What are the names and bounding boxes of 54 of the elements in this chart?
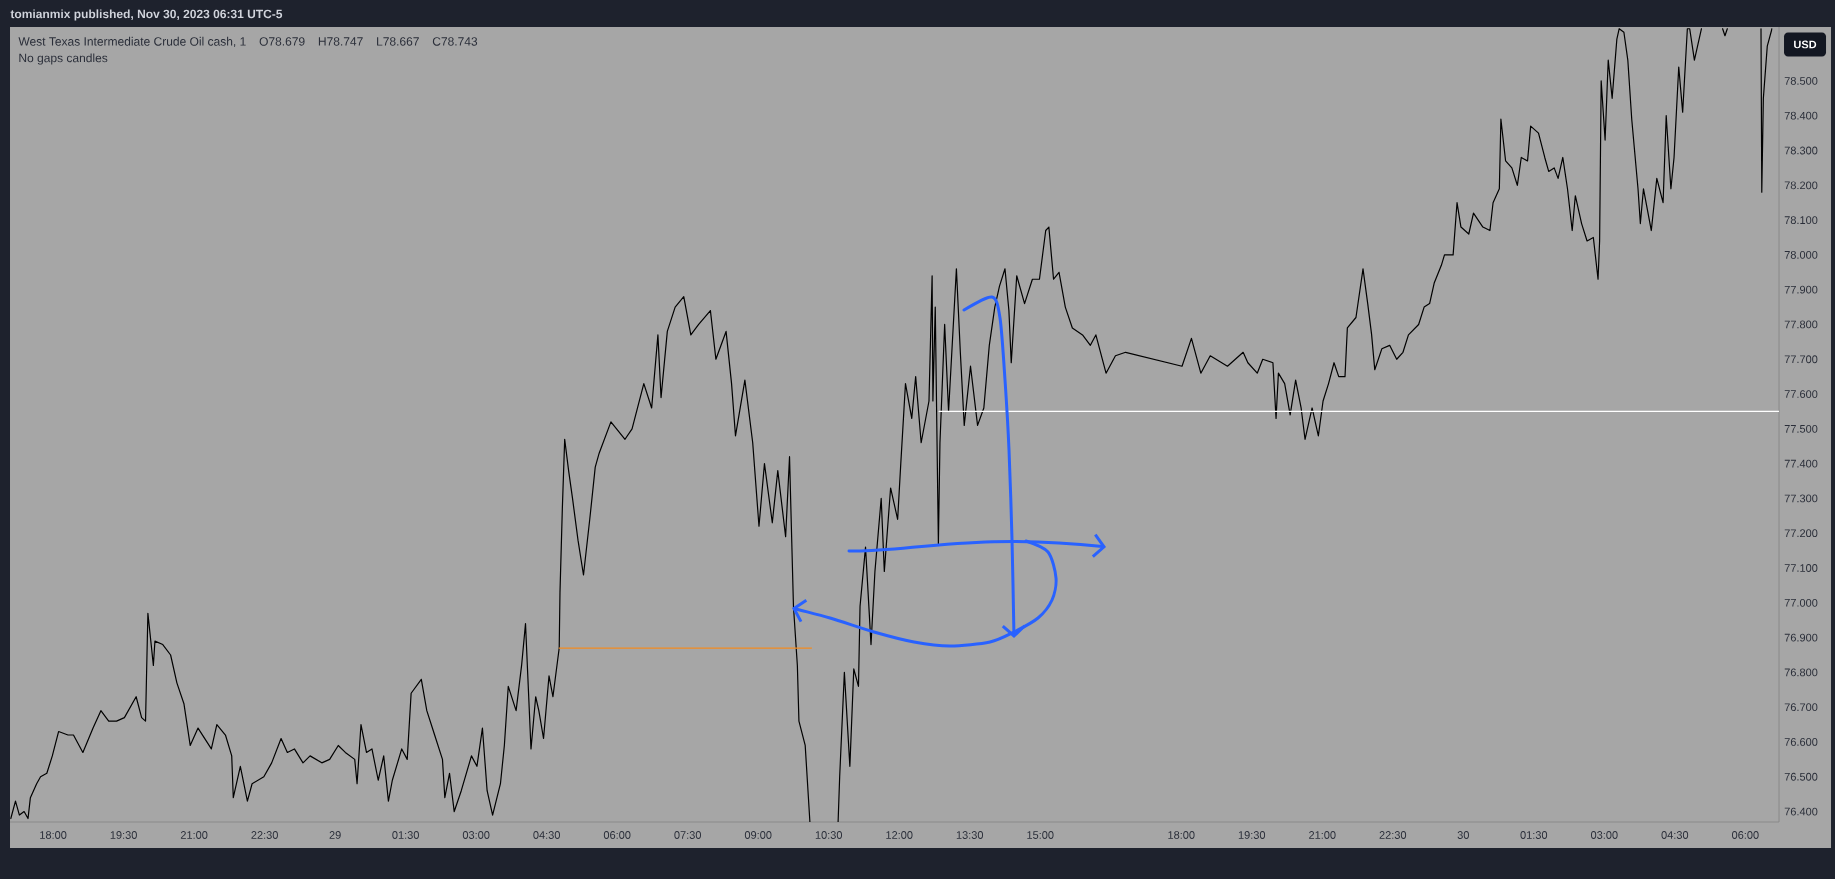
x-tick-label: 01:30 (1520, 831, 1548, 839)
x-tick-label: 22:30 (251, 831, 278, 839)
y-tick-label: 77.000 (1784, 598, 1818, 607)
annotation: C78.743 (432, 37, 478, 46)
x-tick-label: 01:30 (392, 831, 419, 839)
y-tick-label: 78.300 (1784, 146, 1818, 155)
text: No gaps candles (19, 53, 108, 65)
x-tick-label: 29 (329, 831, 341, 839)
x-tick-label: 19:30 (110, 831, 137, 839)
y-tick-label: 78.200 (1784, 181, 1818, 190)
y-tick-label: 76.700 (1784, 703, 1818, 712)
y-tick-label: 76.900 (1784, 633, 1818, 642)
x-tick-label: 04:30 (533, 831, 560, 839)
annotation: L78.667 (377, 37, 419, 46)
x-tick-label: 18:00 (40, 831, 67, 839)
y-tick-label: 77.900 (1784, 285, 1818, 294)
x-tick-label: 03:00 (462, 831, 490, 839)
y-tick-label: 76.800 (1784, 668, 1818, 677)
y-tick-label: 77.500 (1784, 424, 1818, 433)
y-tick-label: 77.400 (1784, 459, 1818, 468)
x-tick-label: 21:00 (1309, 831, 1336, 839)
x-tick-label: 19:30 (1238, 831, 1266, 839)
x-tick-label: 07:30 (674, 831, 701, 839)
x-tick-label: 03:00 (1590, 831, 1618, 839)
y-tick-label: 77.300 (1784, 494, 1818, 503)
y-tick-label: 76.600 (1784, 738, 1818, 746)
x-tick-label: 18:00 (1168, 831, 1195, 839)
x-tick-label: 06:00 (1732, 831, 1759, 839)
text: tomianmix published, Nov 30, 2023 06:31 UTC-5 (10, 9, 283, 21)
y-axis-title: USD (1794, 40, 1817, 49)
x-tick-label: 15:00 (1027, 831, 1054, 839)
annotation: H78.747 (318, 37, 363, 46)
x-tick-label: 30 (1457, 831, 1469, 839)
y-tick-label: 78.500 (1784, 77, 1818, 85)
y-tick-label: 77.200 (1784, 529, 1818, 538)
y-tick-label: 77.600 (1784, 390, 1818, 398)
x-tick-label: 13:30 (956, 831, 984, 839)
x-tick-label: 12:00 (886, 831, 913, 839)
y-tick-label: 76.400 (1784, 807, 1818, 816)
annotation: O78.679 (259, 37, 305, 46)
y-tick-label: 78.100 (1784, 216, 1818, 224)
x-tick-label: 09:00 (744, 831, 772, 839)
x-tick-label: 10:30 (815, 831, 843, 839)
y-tick-label: 77.800 (1784, 320, 1818, 329)
x-tick-label: 21:00 (180, 831, 208, 839)
text: West Texas Intermediate Crude Oil cash, 1 (18, 36, 246, 48)
x-tick-label: 06:00 (603, 831, 631, 839)
x-tick-label: 04:30 (1661, 831, 1689, 839)
y-tick-label: 77.700 (1784, 355, 1818, 364)
y-tick-label: 76.500 (1784, 772, 1818, 781)
y-tick-label: 78.400 (1784, 111, 1818, 120)
y-tick-label: 77.100 (1784, 564, 1818, 572)
y-tick-label: 78.000 (1784, 250, 1818, 259)
x-tick-label: 22:30 (1379, 831, 1407, 839)
